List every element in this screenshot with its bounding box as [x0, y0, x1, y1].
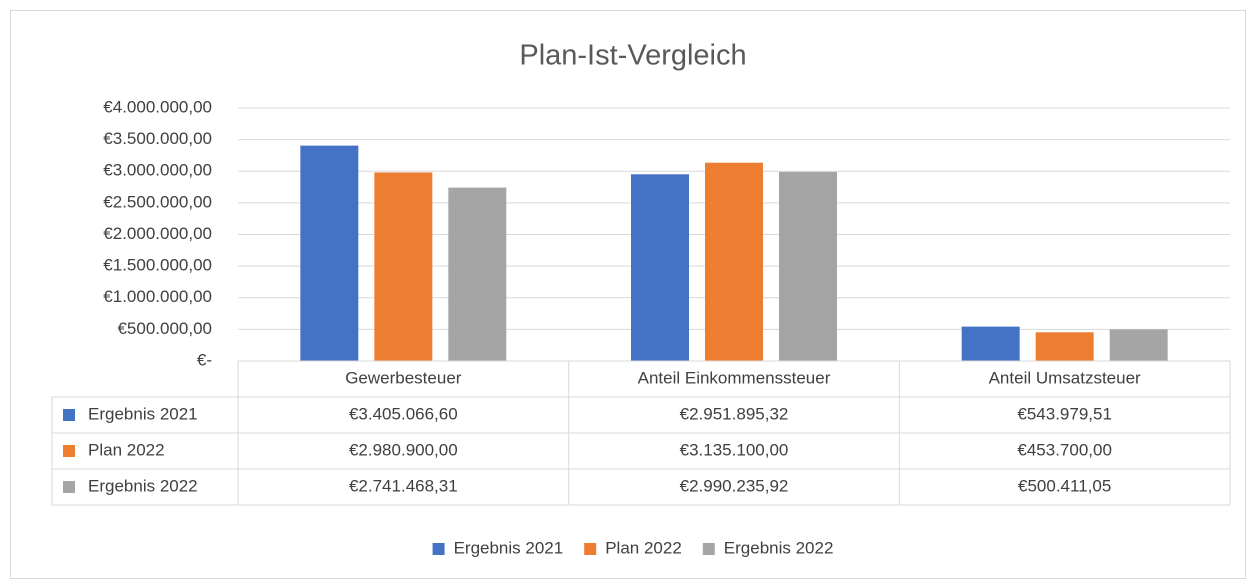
legend-key [584, 543, 597, 555]
table-row-label: Ergebnis 2021 [88, 404, 198, 423]
bar [448, 187, 507, 361]
table-cell: €2.980.900,00 [349, 440, 458, 459]
y-tick-label: €3.000.000,00 [103, 161, 212, 180]
y-tick-label: €2.000.000,00 [103, 224, 212, 243]
y-tick-label: €- [197, 350, 212, 369]
bar [779, 171, 837, 361]
legend-key [702, 543, 715, 555]
table-cell: €2.951.895,32 [680, 404, 789, 423]
y-tick-label: €4.000.000,00 [103, 97, 212, 116]
table-legend-key [63, 481, 75, 493]
table-row-label: Plan 2022 [88, 440, 165, 459]
legend-label: Ergebnis 2022 [724, 538, 834, 557]
table-cell: €2.741.468,31 [349, 476, 458, 495]
table-cell: €500.411,05 [1018, 476, 1111, 495]
table-cell: €3.405.066,60 [349, 404, 458, 423]
bar [1109, 329, 1168, 361]
bar [631, 174, 689, 361]
y-tick-label: €500.000,00 [117, 319, 212, 338]
legend-key [432, 543, 445, 555]
table-cell: €543.979,51 [1017, 404, 1112, 423]
table-cell: €2.990.235,92 [680, 476, 789, 495]
bar [1035, 332, 1094, 361]
bar [961, 326, 1020, 361]
table-row-label: Ergebnis 2022 [88, 476, 198, 495]
chart-title: Plan-Ist-Vergleich [519, 40, 746, 72]
table-cell: €453.700,00 [1017, 440, 1112, 459]
y-tick-label: €2.500.000,00 [103, 192, 212, 211]
x-tick-label: Anteil Umsatzsteuer [989, 368, 1141, 387]
legend-label: Ergebnis 2021 [454, 538, 564, 557]
table-legend-key [63, 409, 75, 421]
table-legend-key [63, 445, 75, 457]
y-tick-label: €3.500.000,00 [103, 129, 212, 148]
bar [300, 145, 359, 361]
y-tick-label: €1.000.000,00 [103, 287, 212, 306]
table-cell: €3.135.100,00 [680, 440, 789, 459]
x-tick-label: Anteil Einkommenssteuer [638, 368, 831, 387]
legend-label: Plan 2022 [605, 538, 682, 557]
y-tick-label: €1.500.000,00 [103, 256, 212, 275]
chart-area [10, 10, 1246, 579]
bar [705, 162, 763, 361]
bar [374, 172, 433, 361]
x-tick-label: Gewerbesteuer [345, 368, 462, 387]
